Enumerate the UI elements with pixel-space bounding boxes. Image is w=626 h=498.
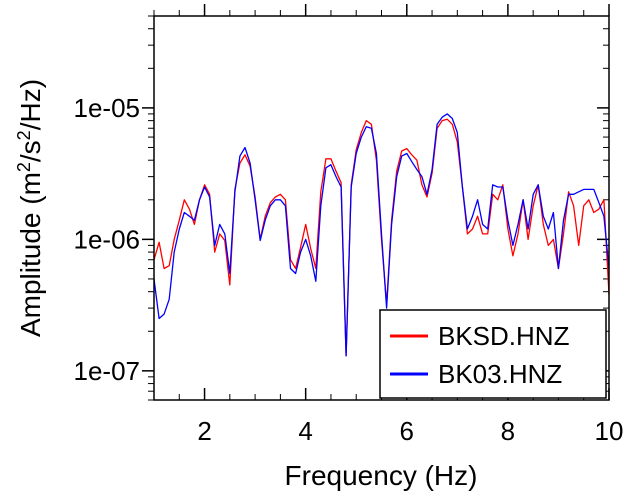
x-tick-label-10: 10 — [595, 416, 624, 446]
x-axis-title: Frequency (Hz) — [285, 460, 478, 491]
x-tick-label-8: 8 — [501, 416, 515, 446]
legend-box — [379, 309, 607, 399]
y-axis-title-sup2: 2 — [14, 130, 34, 140]
y-tick-labels: 1e-07 1e-06 1e-05 — [74, 93, 141, 386]
y-axis-title-sup1: 2 — [14, 162, 34, 172]
ticks — [142, 4, 610, 401]
legend-label-bksd: BKSD.HNZ — [438, 321, 570, 351]
x-tick-label-2: 2 — [197, 416, 211, 446]
y-tick-label-1e-05: 1e-05 — [74, 93, 141, 123]
series-line-bk03-hnz — [153, 113, 610, 357]
x-tick-label-6: 6 — [400, 416, 414, 446]
y-axis-title: Amplitude (m2/s2/Hz) — [14, 79, 46, 337]
y-tick-label-1e-06: 1e-06 — [74, 224, 141, 254]
x-tick-labels: 2 4 6 8 10 — [197, 416, 623, 446]
y-tick-label-1e-07: 1e-07 — [74, 356, 141, 386]
series-layer — [153, 113, 610, 357]
plot-frame — [153, 15, 610, 401]
legend-label-bk03: BK03.HNZ — [438, 359, 562, 389]
x-tick-label-4: 4 — [298, 416, 312, 446]
legend: BKSD.HNZ BK03.HNZ — [379, 309, 607, 399]
